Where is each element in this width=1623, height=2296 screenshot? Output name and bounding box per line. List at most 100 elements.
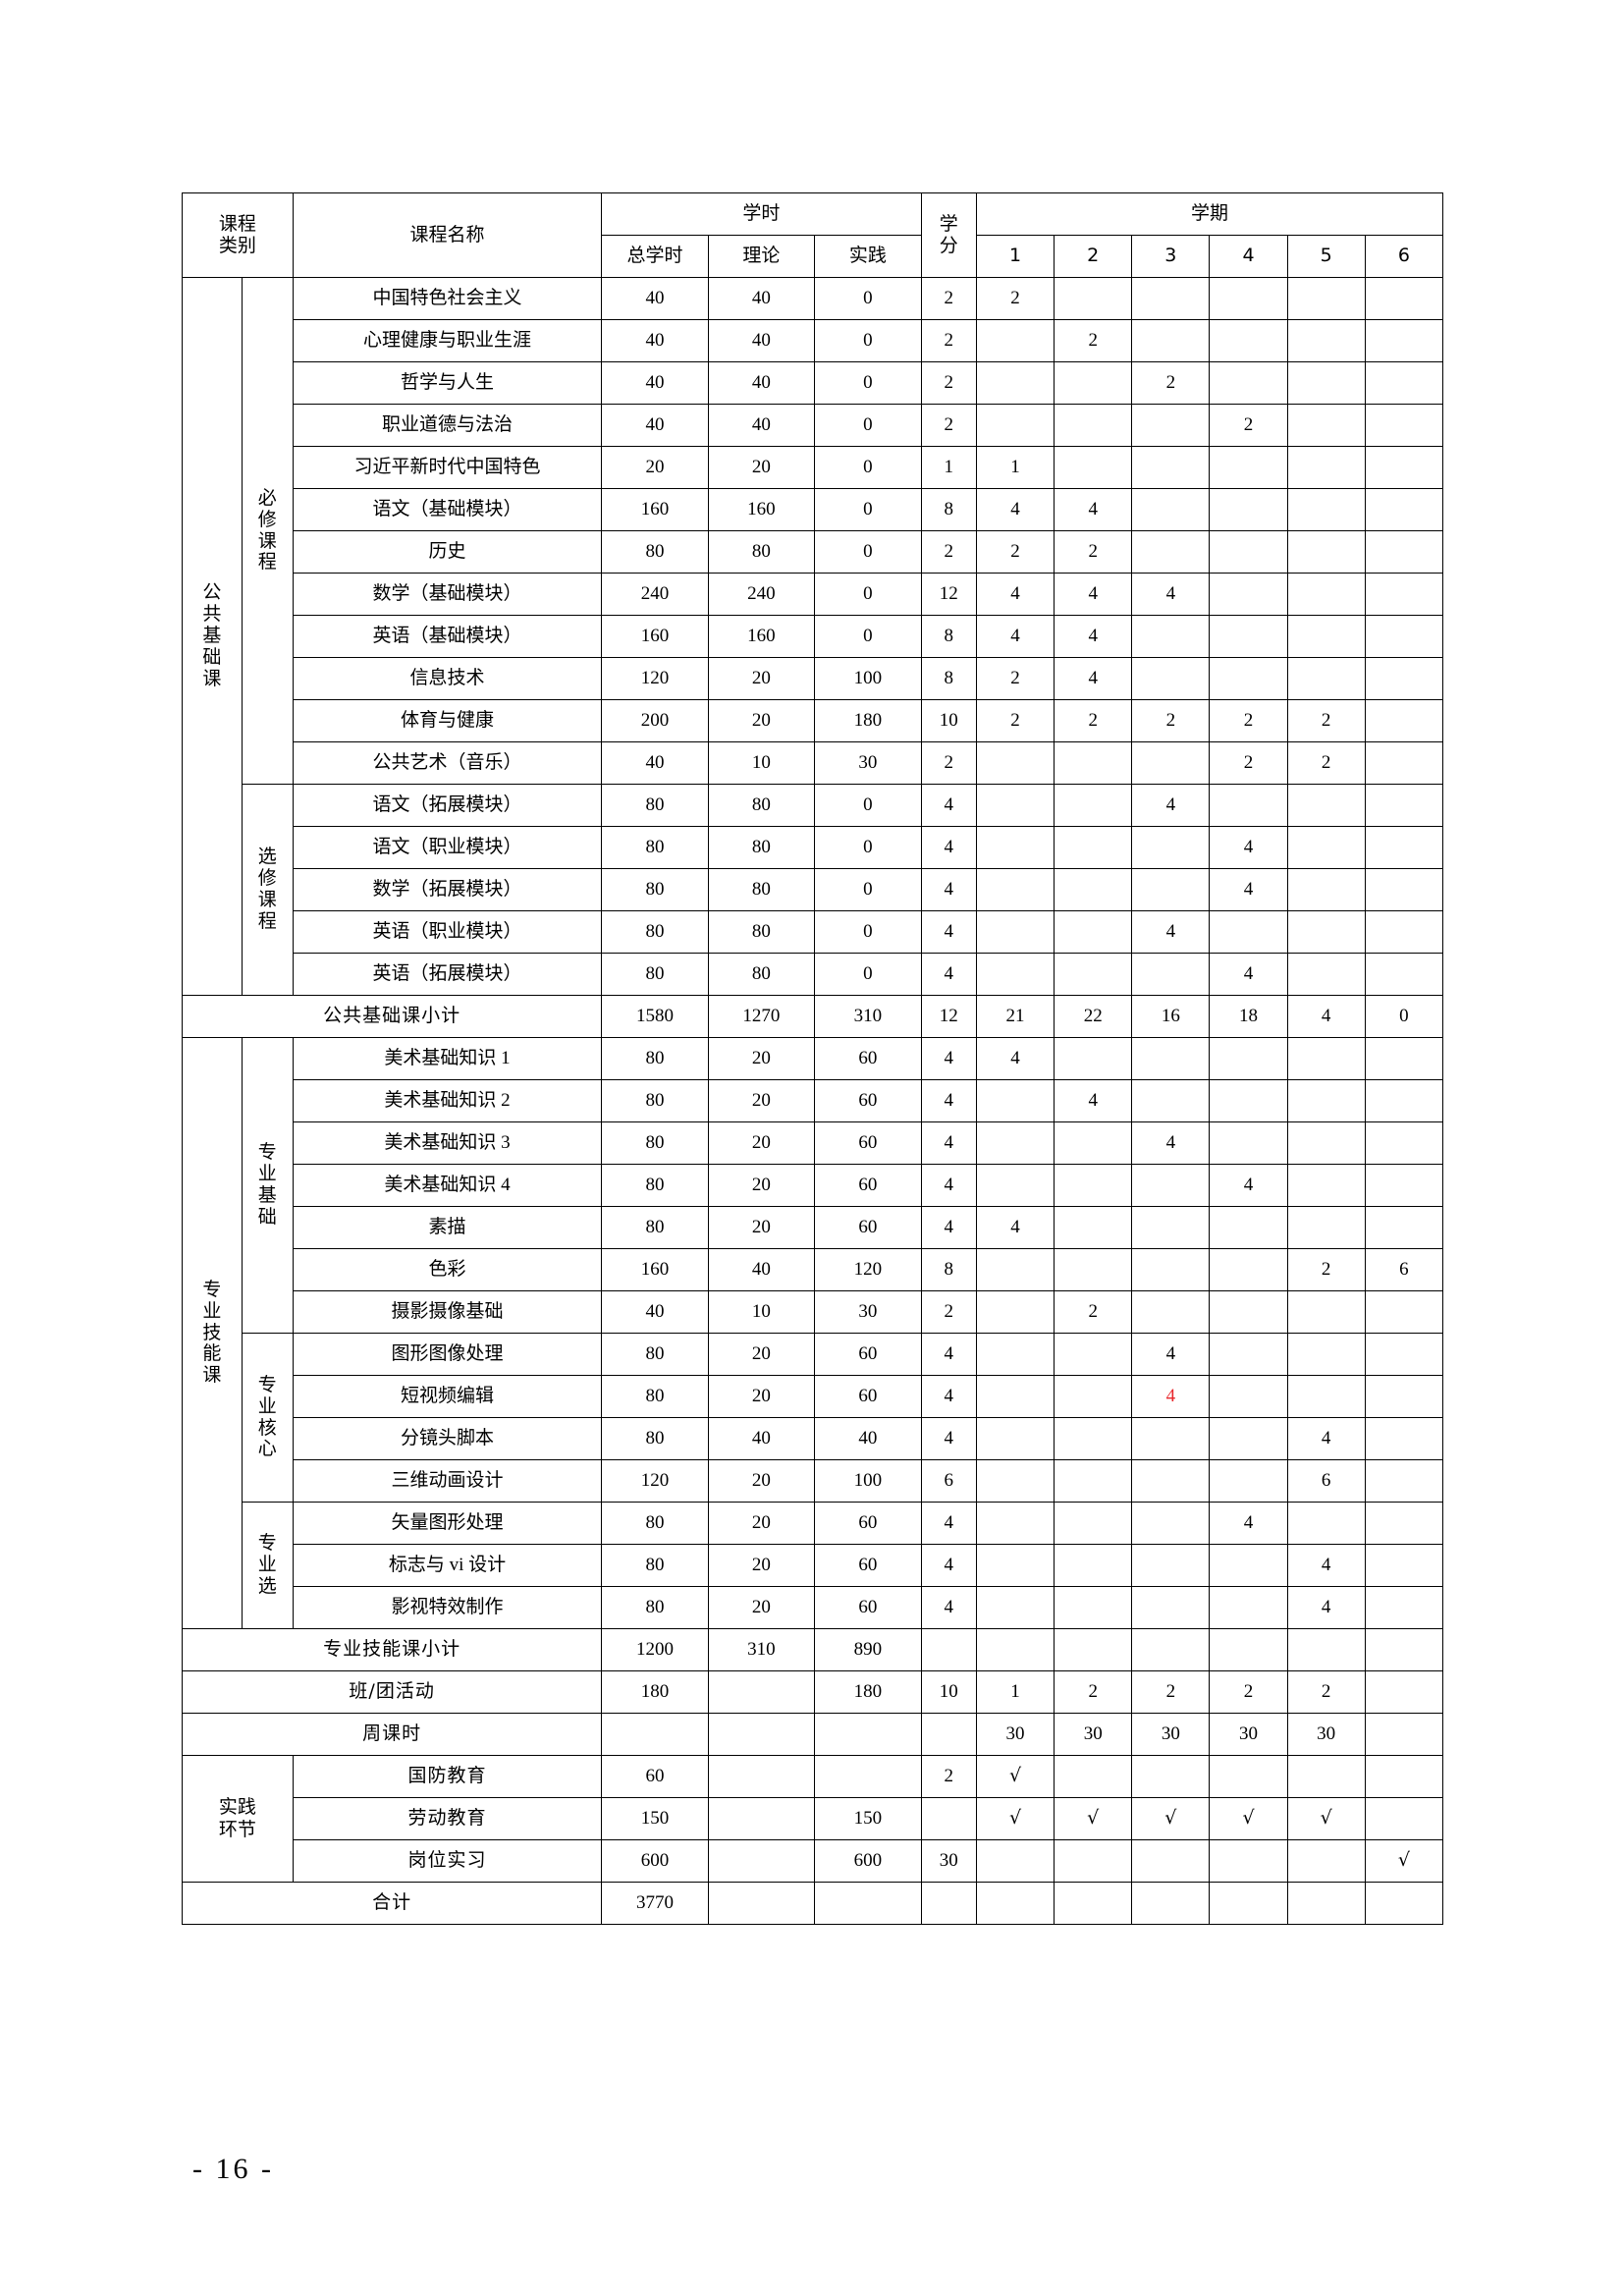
course-semester-6 (1364, 573, 1444, 616)
course-semester-4 (1209, 446, 1288, 489)
course-semester-3 (1131, 1206, 1211, 1249)
course-semester-2 (1054, 404, 1133, 447)
course-theory-hours: 40 (707, 1248, 816, 1291)
summary-semester-1: 1 (975, 1670, 1055, 1714)
course-semester-3 (1131, 1417, 1211, 1460)
course-total-hours: 80 (601, 1206, 709, 1249)
course-semester-3 (1131, 826, 1211, 869)
course-name: 英语（基础模块） (292, 615, 603, 658)
course-credit: 4 (920, 1079, 977, 1122)
course-row: 职业道德与法治 40 40 0 2 2 (183, 404, 1444, 447)
practice-theory-hours (707, 1797, 816, 1840)
course-semester-2 (1054, 910, 1133, 954)
course-practice-hours: 60 (814, 1037, 922, 1080)
course-semester-2 (1054, 1121, 1133, 1165)
course-row: 美术基础知识 3 80 20 60 4 4 (183, 1121, 1444, 1165)
course-semester-4 (1209, 277, 1288, 320)
course-total-hours: 40 (601, 1290, 709, 1334)
course-semester-1: 2 (975, 277, 1055, 320)
course-semester-4 (1209, 1079, 1288, 1122)
section-label-2: 专业技能课 (182, 1037, 243, 1629)
course-credit: 4 (920, 868, 977, 911)
course-theory-hours: 10 (707, 1290, 816, 1334)
summary-credit: 10 (920, 1670, 977, 1714)
course-row: 习近平新时代中国特色 20 20 0 1 1 (183, 446, 1444, 489)
course-semester-2 (1054, 1164, 1133, 1207)
course-semester-6 (1364, 1037, 1444, 1080)
course-semester-6 (1364, 699, 1444, 742)
course-semester-5 (1286, 319, 1366, 362)
course-semester-5 (1286, 1121, 1366, 1165)
subtotal-row: 专业技能课小计 1200 310 890 (181, 1628, 1444, 1671)
course-semester-2 (1054, 1502, 1133, 1545)
course-total-hours: 80 (601, 1586, 709, 1629)
summary-semester-2: 2 (1054, 1670, 1133, 1714)
course-semester-5 (1286, 1037, 1366, 1080)
course-theory-hours: 20 (707, 657, 816, 700)
subgroup-label: 必修课程 (241, 277, 294, 785)
course-row: 英语（拓展模块） 80 80 0 4 4 (183, 953, 1444, 996)
course-semester-1 (975, 784, 1055, 827)
course-name: 语文（拓展模块） (292, 784, 603, 827)
course-semester-3 (1131, 1544, 1211, 1587)
summary-total-hours: 180 (601, 1670, 709, 1714)
course-credit: 2 (920, 361, 977, 405)
course-name: 分镜头脚本 (292, 1417, 603, 1460)
practice-row: 劳动教育 150 150 √ √ √ √ √ (183, 1797, 1444, 1840)
course-semester-5: 6 (1286, 1459, 1366, 1503)
course-theory-hours: 80 (707, 910, 816, 954)
course-semester-3 (1131, 1290, 1211, 1334)
practice-practice-hours: 150 (814, 1797, 922, 1840)
course-semester-2: 4 (1054, 657, 1133, 700)
course-row: 体育与健康 200 20 180 10 2 2 2 2 2 (183, 699, 1444, 742)
practice-semester-2 (1054, 1839, 1133, 1883)
course-name: 语文（职业模块） (292, 826, 603, 869)
course-semester-2: 4 (1054, 615, 1133, 658)
course-row: 专业选 矢量图形处理 80 20 60 4 4 (183, 1502, 1444, 1629)
course-semester-1 (975, 1333, 1055, 1376)
course-semester-3: 4 (1131, 784, 1211, 827)
course-semester-2 (1054, 1586, 1133, 1629)
course-semester-2: 4 (1054, 488, 1133, 531)
course-total-hours: 200 (601, 699, 709, 742)
course-practice-hours: 0 (814, 615, 922, 658)
course-theory-hours: 40 (707, 277, 816, 320)
course-name: 标志与 vi 设计 (292, 1544, 603, 1587)
course-semester-3: 4 (1131, 910, 1211, 954)
practice-row: 实践 环节 国防教育 60 2 √ (182, 1755, 1444, 1883)
course-semester-6 (1364, 1290, 1444, 1334)
course-semester-4 (1209, 361, 1288, 405)
course-semester-1 (975, 1502, 1055, 1545)
course-semester-6 (1364, 1502, 1444, 1545)
course-semester-5 (1286, 657, 1366, 700)
course-semester-4 (1209, 530, 1288, 574)
header-semester-2: 2 (1054, 235, 1133, 278)
course-semester-3 (1131, 953, 1211, 996)
course-semester-2 (1054, 1459, 1133, 1503)
subtotal-semester-6 (1364, 1628, 1444, 1671)
summary-semester-4: 30 (1209, 1713, 1288, 1756)
course-theory-hours: 20 (707, 1121, 816, 1165)
practice-semester-6 (1364, 1755, 1444, 1798)
course-semester-1 (975, 1586, 1055, 1629)
course-credit: 2 (920, 741, 977, 785)
course-semester-5: 4 (1286, 1417, 1366, 1460)
course-practice-hours: 0 (814, 277, 922, 320)
practice-semester-4 (1209, 1839, 1288, 1883)
course-total-hours: 160 (601, 488, 709, 531)
course-semester-3 (1131, 404, 1211, 447)
practice-semester-2 (1054, 1755, 1133, 1798)
course-semester-5 (1286, 615, 1366, 658)
course-practice-hours: 30 (814, 1290, 922, 1334)
course-name: 中国特色社会主义 (292, 277, 603, 320)
course-theory-hours: 20 (707, 699, 816, 742)
subtotal-total-hours: 1200 (601, 1628, 709, 1671)
course-semester-3 (1131, 1037, 1211, 1080)
course-semester-3 (1131, 1164, 1211, 1207)
subtotal-semester-3: 16 (1131, 995, 1211, 1038)
curriculum-table-container: 课程 类别 课程名称 学时学分学期 总学时 理论 实践 1 2 3 4 5 6 公共基础课 必修课程 中国特色… (181, 192, 1444, 1925)
summary-row: 班/团活动 180 180 10 1 2 2 2 2 (181, 1670, 1444, 1714)
course-semester-4 (1209, 1459, 1288, 1503)
course-semester-1 (975, 741, 1055, 785)
course-semester-5 (1286, 910, 1366, 954)
